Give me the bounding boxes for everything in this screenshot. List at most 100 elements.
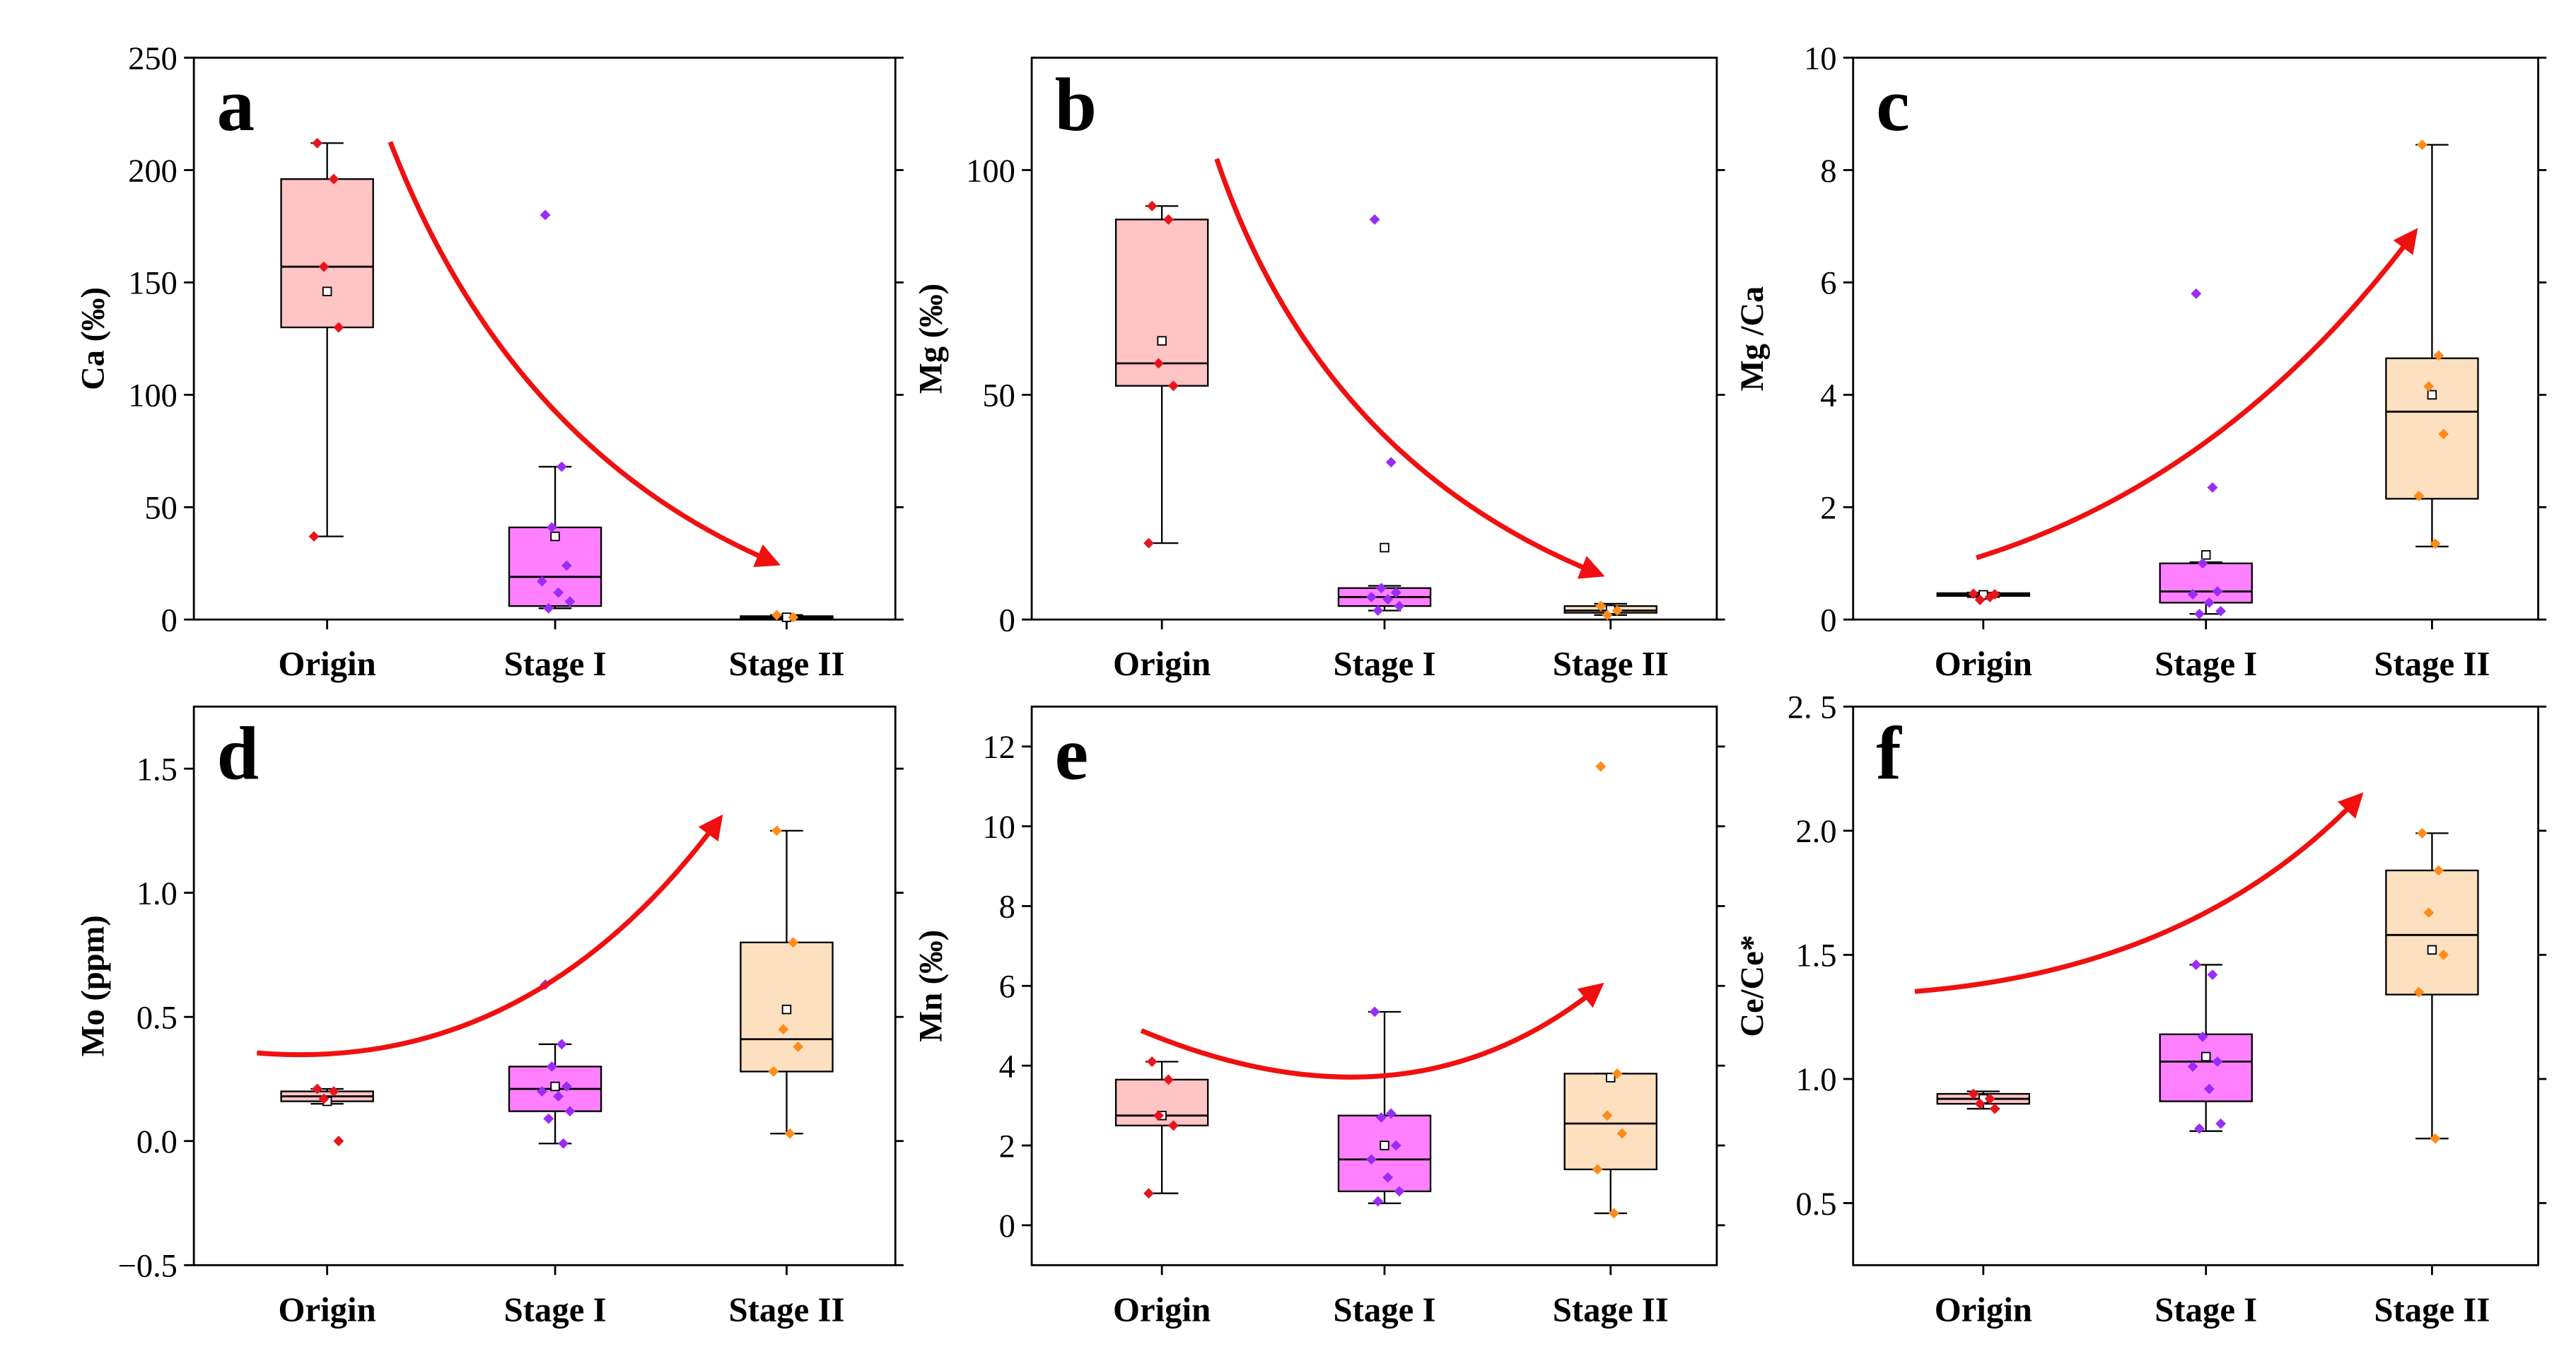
data-point xyxy=(1143,537,1154,549)
plot-frame xyxy=(1030,57,1718,621)
panel-label: e xyxy=(1055,713,1088,796)
x-tick-label: Stage I xyxy=(2155,1290,2257,1329)
x-tick-label: Stage II xyxy=(2374,645,2490,683)
data-point xyxy=(1984,591,1995,602)
x-tick-label: Stage II xyxy=(728,1290,844,1329)
panel: 0 2 4 6 8 10 c Mg /Ca Origin Stage I Stage II xyxy=(1735,41,2547,683)
data-point xyxy=(2203,1083,2215,1095)
data-point xyxy=(2430,1133,2441,1144)
data-point xyxy=(1385,1108,1397,1119)
mean xyxy=(1605,1073,1616,1083)
data-point xyxy=(556,461,567,472)
panel: 0 50 100 150 200 250 a Ca (‰) Origin Stage I Stage… xyxy=(75,41,904,683)
data-point xyxy=(1143,1188,1154,1199)
data-point xyxy=(328,1086,339,1097)
data-point xyxy=(2430,538,2441,549)
data-point xyxy=(2413,490,2425,501)
data-point xyxy=(1394,600,1405,612)
y-tick-label: 0 xyxy=(999,602,1015,638)
data-point xyxy=(1372,1196,1384,1207)
x-tick-label: Stage I xyxy=(504,645,607,683)
y-tick-label: 200 xyxy=(128,153,177,189)
y-tick-label: 4 xyxy=(1820,378,1836,414)
x-tick-label: Origin xyxy=(1935,645,2032,683)
y-tick-label: 1.0 xyxy=(136,876,177,912)
box xyxy=(2385,869,2479,996)
data-point xyxy=(788,612,799,623)
mean xyxy=(2427,390,2437,400)
y-tick-label: 12 xyxy=(982,730,1015,766)
mean xyxy=(550,531,560,542)
x-tick-label: Origin xyxy=(1113,1290,1211,1329)
data-point xyxy=(564,1106,576,1117)
data-point xyxy=(1162,1074,1174,1085)
x-tick-label: Stage I xyxy=(1334,645,1436,683)
plot-frame xyxy=(1852,705,2539,1266)
plot-frame xyxy=(192,705,897,1266)
x-tick-label: Stage II xyxy=(1553,645,1669,683)
panel-label: a xyxy=(217,64,255,147)
data-point xyxy=(318,1093,330,1104)
box xyxy=(280,178,374,329)
data-point xyxy=(553,1091,564,1102)
data-point xyxy=(543,1113,554,1124)
x-tick-label: Stage I xyxy=(504,1290,607,1329)
mean xyxy=(781,1004,792,1015)
data-point xyxy=(1167,380,1179,392)
mean xyxy=(2201,550,2211,560)
mean xyxy=(1157,336,1167,346)
panel: 0 2 4 6 8 10 12 e Mn (‰) Origin Stage I Stage II xyxy=(913,705,1725,1329)
data-point xyxy=(1974,594,1986,605)
mean xyxy=(550,1081,560,1092)
data-point xyxy=(1375,583,1387,594)
x-tick-label: Origin xyxy=(279,1290,376,1329)
trend-arrow xyxy=(1140,982,1604,1080)
data-point xyxy=(2187,1061,2198,1072)
y-axis-label: Ce/Ce* xyxy=(1735,935,1771,1037)
data-point xyxy=(2191,288,2202,299)
data-point xyxy=(1968,588,1979,600)
data-point xyxy=(1382,1172,1394,1183)
box xyxy=(1563,1073,1657,1171)
data-point xyxy=(1365,591,1377,602)
data-point xyxy=(1385,457,1397,468)
y-tick-label: 6 xyxy=(999,969,1015,1005)
data-point xyxy=(537,1086,547,1097)
data-point xyxy=(2438,428,2449,440)
trend-arrow xyxy=(387,141,781,567)
y-tick-label: 150 xyxy=(128,266,177,302)
data-point xyxy=(318,261,330,272)
x-tick-label: Stage II xyxy=(1553,1290,1669,1329)
data-point xyxy=(558,1138,569,1149)
plot-frame xyxy=(1852,57,2539,621)
data-point xyxy=(1989,1103,2000,1114)
y-tick-label: 250 xyxy=(128,41,177,77)
trend-arrow xyxy=(1214,158,1605,579)
x-tick-label: Origin xyxy=(1935,1290,2032,1329)
data-point xyxy=(2417,139,2428,151)
y-tick-label: 2.0 xyxy=(1795,814,1836,850)
panel-label: b xyxy=(1055,64,1097,147)
y-tick-label: 1.0 xyxy=(1795,1062,1836,1098)
y-tick-label: 0 xyxy=(161,602,177,638)
box xyxy=(740,941,834,1073)
data-point xyxy=(1146,1056,1158,1067)
data-point xyxy=(553,587,564,598)
x-tick-label: Stage I xyxy=(2155,645,2257,683)
x-tick-label: Origin xyxy=(1113,645,1211,683)
y-axis-label: Mo (ppm) xyxy=(75,915,111,1056)
trend-arrow xyxy=(1914,792,2364,994)
data-point xyxy=(2193,608,2205,619)
data-point xyxy=(1394,1186,1405,1197)
data-point xyxy=(2193,1123,2205,1134)
data-point xyxy=(2215,1118,2227,1129)
box xyxy=(2159,562,2253,604)
data-point xyxy=(312,137,323,148)
y-tick-label: 4 xyxy=(999,1049,1015,1085)
y-axis-label: Mg (‰) xyxy=(913,284,949,394)
data-point xyxy=(2423,907,2435,918)
data-point xyxy=(2423,381,2435,392)
data-point xyxy=(308,531,320,542)
